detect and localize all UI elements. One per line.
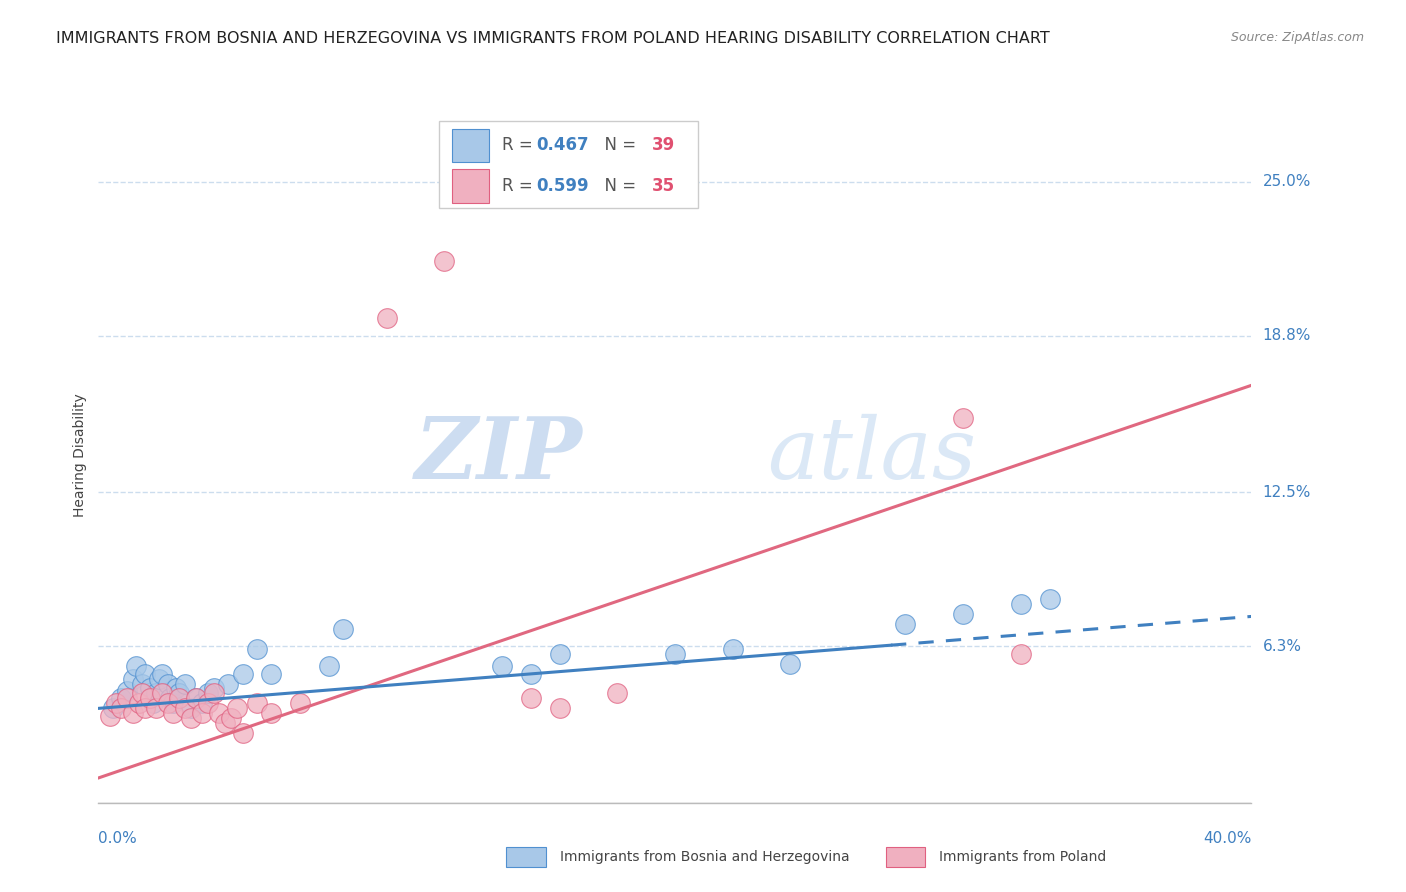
Point <box>246 641 269 656</box>
Point <box>150 686 173 700</box>
Point <box>606 686 628 700</box>
Point <box>142 697 165 711</box>
Text: Immigrants from Bosnia and Herzegovina: Immigrants from Bosnia and Herzegovina <box>560 850 849 864</box>
Text: R =: R = <box>502 178 538 195</box>
Text: atlas: atlas <box>768 414 976 496</box>
Point <box>721 641 744 656</box>
Bar <box>453 169 489 202</box>
Point <box>520 666 543 681</box>
Text: 40.0%: 40.0% <box>1204 830 1251 846</box>
Text: N =: N = <box>595 178 641 195</box>
Point <box>104 697 127 711</box>
Point <box>1010 597 1032 611</box>
Point <box>180 711 202 725</box>
Point <box>231 666 254 681</box>
Point <box>217 676 239 690</box>
Point <box>122 706 145 721</box>
Point <box>1038 592 1062 607</box>
Point <box>197 697 219 711</box>
Point <box>894 616 917 631</box>
Text: 0.0%: 0.0% <box>98 830 138 846</box>
Text: ZIP: ZIP <box>415 413 582 497</box>
Point <box>186 691 208 706</box>
Point <box>101 701 124 715</box>
Point <box>202 681 225 696</box>
Point <box>110 701 132 715</box>
Text: Source: ZipAtlas.com: Source: ZipAtlas.com <box>1230 31 1364 45</box>
Point <box>156 676 179 690</box>
Point <box>134 701 156 715</box>
Text: 0.599: 0.599 <box>537 178 589 195</box>
Point <box>186 691 208 706</box>
Point <box>433 254 456 268</box>
Point <box>332 622 354 636</box>
Text: 6.3%: 6.3% <box>1263 639 1302 654</box>
Point <box>117 684 138 698</box>
Point <box>246 697 269 711</box>
Point <box>520 691 543 706</box>
Point <box>1010 647 1032 661</box>
Bar <box>439 121 697 208</box>
Point <box>375 311 398 326</box>
Point <box>548 701 571 715</box>
Point <box>150 666 173 681</box>
Point <box>952 410 974 425</box>
Point <box>125 659 148 673</box>
Point <box>148 672 170 686</box>
Point <box>128 697 150 711</box>
Point <box>260 706 283 721</box>
Text: 18.8%: 18.8% <box>1263 328 1310 343</box>
Point <box>110 691 132 706</box>
Point <box>191 697 214 711</box>
Point <box>131 686 153 700</box>
Point <box>191 706 214 721</box>
Text: 35: 35 <box>652 178 675 195</box>
Point <box>174 701 197 715</box>
Point <box>214 716 236 731</box>
Point <box>162 706 184 721</box>
Point <box>167 686 190 700</box>
Text: R =: R = <box>502 136 538 154</box>
Point <box>174 676 197 690</box>
Point <box>664 647 686 661</box>
Text: 0.467: 0.467 <box>537 136 589 154</box>
Y-axis label: Hearing Disability: Hearing Disability <box>73 393 87 516</box>
Point <box>548 647 571 661</box>
Text: N =: N = <box>595 136 641 154</box>
Point <box>159 691 181 706</box>
Text: 12.5%: 12.5% <box>1263 484 1310 500</box>
Point <box>260 666 283 681</box>
Text: IMMIGRANTS FROM BOSNIA AND HERZEGOVINA VS IMMIGRANTS FROM POLAND HEARING DISABIL: IMMIGRANTS FROM BOSNIA AND HERZEGOVINA V… <box>56 31 1050 46</box>
Point <box>202 686 225 700</box>
Point <box>219 711 242 725</box>
Point <box>167 691 190 706</box>
Point <box>122 672 145 686</box>
Point <box>139 681 162 696</box>
Bar <box>453 128 489 162</box>
Point <box>491 659 513 673</box>
Point <box>131 676 153 690</box>
Point <box>180 701 202 715</box>
Point <box>952 607 974 621</box>
Point <box>208 706 231 721</box>
Point <box>145 701 167 715</box>
Point <box>156 697 179 711</box>
Point <box>98 708 121 723</box>
Point <box>134 666 156 681</box>
Point <box>197 686 219 700</box>
Point <box>231 726 254 740</box>
Point <box>165 681 187 696</box>
Point <box>162 697 184 711</box>
Text: 39: 39 <box>652 136 675 154</box>
Point <box>318 659 340 673</box>
Point <box>145 686 167 700</box>
Point <box>139 691 162 706</box>
Point <box>225 701 247 715</box>
Text: Immigrants from Poland: Immigrants from Poland <box>939 850 1107 864</box>
Point <box>117 691 138 706</box>
Text: 25.0%: 25.0% <box>1263 174 1310 189</box>
Point <box>779 657 801 671</box>
Point <box>290 697 312 711</box>
